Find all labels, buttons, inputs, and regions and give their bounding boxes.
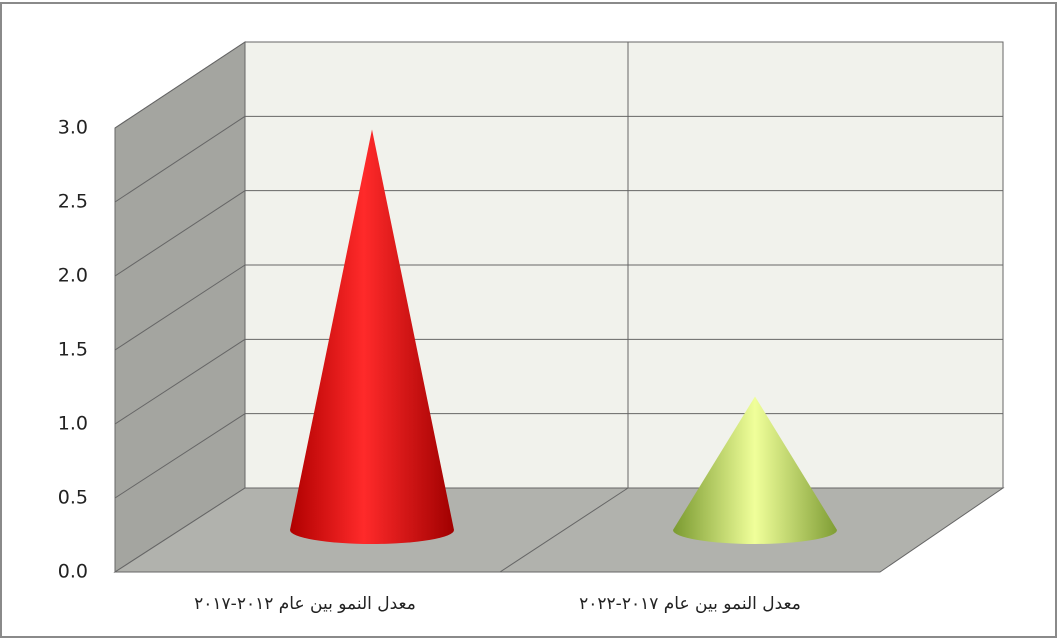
grid-line — [114, 190, 246, 277]
cone — [290, 129, 454, 544]
y-tick-label: 2.5 — [58, 191, 88, 213]
grid-line — [114, 115, 246, 203]
x-tick-label: معدل النمو بين عام ٢٠١٧-٢٠٢٢ — [579, 594, 801, 614]
floor — [113, 487, 1005, 573]
y-tick-label: 1.5 — [58, 339, 88, 361]
x-tick-label: معدل النمو بين عام ٢٠١٢-٢٠١٧ — [194, 594, 416, 614]
cone — [673, 396, 837, 544]
grid-line — [114, 264, 246, 351]
floor-divider — [499, 487, 629, 573]
grid-line — [114, 338, 246, 425]
y-tick-label: 0.5 — [58, 487, 88, 509]
y-tick-label: 2.0 — [58, 265, 88, 287]
y-tick-label: 0.0 — [58, 561, 88, 583]
y-tick-label: 1.0 — [58, 413, 88, 435]
y-tick-label: 3.0 — [58, 117, 88, 139]
grid-line — [114, 413, 246, 499]
grid-line — [114, 41, 246, 129]
